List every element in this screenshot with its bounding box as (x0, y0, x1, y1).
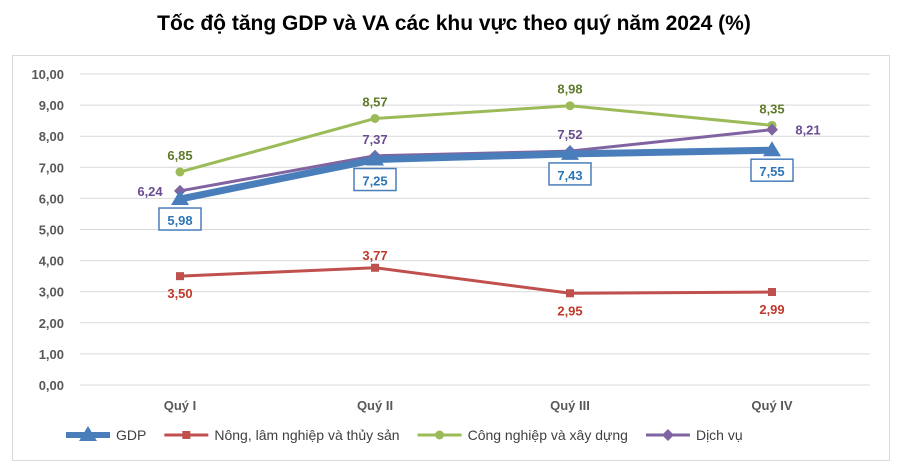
series-line-2 (179, 104, 773, 174)
data-point (371, 263, 379, 272)
chart-frame (12, 55, 890, 461)
data-label: 3,77 (362, 248, 387, 263)
x-tick-label: Quý IV (751, 398, 793, 413)
data-label: 7,25 (362, 174, 387, 189)
data-label: 2,95 (557, 303, 582, 318)
legend-label: Công nghiệp và xây dựng (468, 427, 628, 443)
data-label: 8,35 (759, 101, 784, 116)
data-label: 7,37 (362, 132, 387, 147)
legend-label: Nông, lâm nghiệp và thủy sản (214, 427, 399, 443)
data-point (565, 101, 575, 111)
data-label: 5,98 (167, 213, 192, 228)
data-point (561, 144, 579, 160)
y-tick-label: 9,00 (39, 98, 64, 113)
legend-label: GDP (116, 427, 146, 443)
x-tick-label: Quý II (357, 398, 393, 413)
data-label: 7,52 (557, 127, 582, 142)
legend-marker (661, 429, 674, 441)
data-label: 8,21 (795, 123, 820, 138)
data-label-box (548, 162, 592, 186)
data-label: 6,85 (167, 148, 192, 163)
legend-marker (435, 430, 445, 440)
data-label: 8,98 (557, 82, 582, 97)
data-label: 8,57 (362, 94, 387, 109)
data-point (566, 289, 574, 298)
y-tick-label: 4,00 (39, 254, 64, 269)
data-label-box (353, 167, 397, 192)
series-line-1 (179, 266, 773, 295)
y-tick-label: 7,00 (39, 160, 64, 175)
y-tick-label: 8,00 (39, 129, 64, 144)
y-tick-label: 3,00 (39, 285, 64, 300)
data-point (175, 167, 185, 177)
y-tick-label: 5,00 (39, 223, 64, 238)
data-point (768, 288, 776, 297)
y-tick-label: 1,00 (39, 347, 64, 362)
y-tick-label: 0,00 (39, 378, 64, 393)
data-point (171, 190, 189, 206)
x-tick-label: Quý I (164, 398, 197, 413)
y-tick-label: 2,00 (39, 316, 64, 331)
series-line-0 (179, 146, 773, 203)
data-label-box (750, 158, 794, 182)
legend-label: Dịch vụ (696, 427, 743, 443)
chart-title: Tốc độ tăng GDP và VA các khu vực theo q… (157, 12, 751, 35)
data-label: 7,55 (759, 164, 784, 179)
legend-marker (79, 426, 97, 441)
data-point (370, 113, 380, 123)
data-label: 2,99 (759, 302, 784, 317)
data-label: 6,24 (137, 184, 163, 199)
y-tick-label: 6,00 (39, 191, 64, 206)
data-label: 3,50 (167, 286, 192, 301)
data-point (763, 141, 781, 157)
legend-marker (182, 431, 191, 439)
data-label-box (158, 207, 202, 231)
y-tick-label: 10,00 (31, 67, 64, 82)
data-label: 7,43 (557, 168, 582, 183)
data-point (176, 272, 184, 281)
data-point (366, 150, 384, 166)
x-tick-label: Quý III (550, 398, 590, 413)
data-point (766, 123, 778, 136)
